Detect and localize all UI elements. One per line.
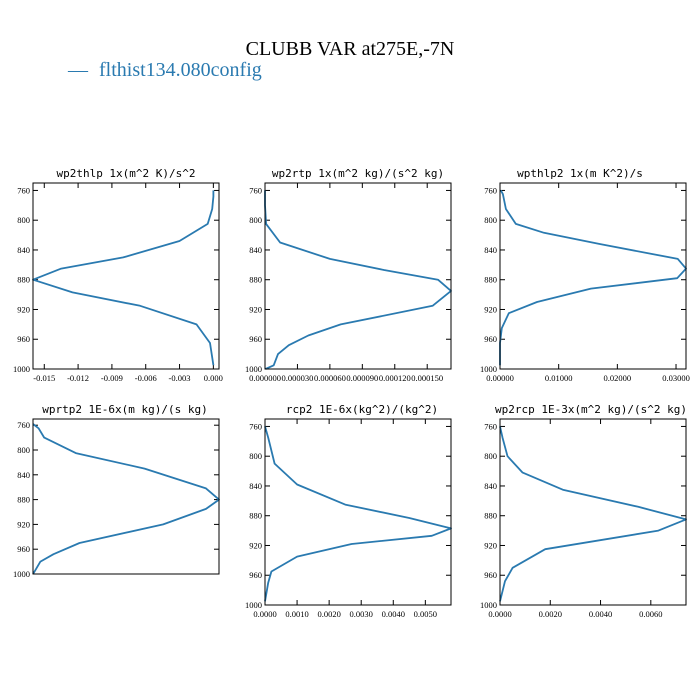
y-tick-label: 960 <box>17 544 30 554</box>
panel-title: wpthlp2 1x(m K^2)/s <box>517 167 643 180</box>
y-tick-label: 800 <box>249 451 262 461</box>
y-tick-label: 960 <box>484 570 497 580</box>
y-tick-label: 880 <box>484 511 497 521</box>
x-tick-label: 0.0040 <box>589 609 612 619</box>
y-tick-label: 920 <box>17 519 30 529</box>
x-tick-label: 0.0020 <box>317 609 340 619</box>
series-line <box>499 189 687 366</box>
y-tick-label: 920 <box>249 304 262 314</box>
x-tick-label: 0.0030 <box>350 609 373 619</box>
x-tick-label: -0.015 <box>33 373 55 383</box>
plot-frame <box>499 418 687 606</box>
x-tick-label: -0.009 <box>101 373 123 383</box>
x-tick-label: 0.000150 <box>411 373 443 383</box>
y-tick-label: 800 <box>484 451 497 461</box>
series-line <box>32 423 220 575</box>
y-tick-label: 1000 <box>480 364 497 374</box>
y-tick-label: 1000 <box>13 569 30 579</box>
y-tick-label: 960 <box>484 334 497 344</box>
x-tick-label: 0.00000 <box>486 373 514 383</box>
y-tick-label: 800 <box>249 215 262 225</box>
x-tick-label: 0.000030 <box>282 373 314 383</box>
y-tick-label: 920 <box>484 304 497 314</box>
series-line <box>499 426 687 602</box>
y-tick-label: 760 <box>249 421 262 431</box>
y-tick-label: 920 <box>17 304 30 314</box>
y-tick-label: 1000 <box>480 600 497 610</box>
plot-frame <box>32 418 220 575</box>
y-tick-label: 760 <box>17 185 30 195</box>
plot-frame <box>32 182 220 370</box>
y-tick-label: 840 <box>249 481 262 491</box>
y-tick-label: 760 <box>484 421 497 431</box>
x-tick-label: 0.02000 <box>604 373 632 383</box>
x-tick-label: 0.0020 <box>539 609 562 619</box>
y-tick-label: 1000 <box>245 600 262 610</box>
panel-4: wprtp2 1E-6x(m kg)/(s kg) 760 800 840 880 920… <box>13 403 220 579</box>
legend-label: flthist134.080config <box>99 59 262 81</box>
panel-5: rcp2 1E-6x(kg^2)/(kg^2) 760 800 840 880 920 96… <box>245 403 452 619</box>
panel-title: wp2rcp 1E-3x(m^2 kg)/(s^2 kg) <box>495 403 687 416</box>
figure-title: CLUBB VAR at275E,-7N <box>246 38 455 60</box>
x-tick-label: 0.0000 <box>253 609 276 619</box>
y-tick-label: 840 <box>17 470 30 480</box>
panel-2: wp2rtp 1x(m^2 kg)/(s^2 kg) 760 800 840 880 92… <box>245 167 452 383</box>
y-tick-label: 840 <box>484 481 497 491</box>
y-tick-label: 960 <box>17 334 30 344</box>
y-tick-label: 960 <box>249 570 262 580</box>
y-tick-label: 880 <box>17 495 30 505</box>
y-tick-label: 880 <box>249 511 262 521</box>
panel-1: wp2thlp 1x(m^2 K)/s^2 760 800 840 880 920 960 1… <box>13 167 223 383</box>
plot-frame <box>264 418 452 606</box>
y-tick-label: 800 <box>484 215 497 225</box>
x-tick-label: 0.000120 <box>379 373 411 383</box>
panel-title: rcp2 1E-6x(kg^2)/(kg^2) <box>286 403 438 416</box>
y-tick-label: 800 <box>17 445 30 455</box>
y-tick-label: 760 <box>249 185 262 195</box>
legend: — flthist134.080config <box>67 59 262 81</box>
x-tick-label: -0.006 <box>135 373 157 383</box>
y-tick-label: 960 <box>249 334 262 344</box>
y-tick-label: 1000 <box>13 364 30 374</box>
x-tick-label: 0.0050 <box>414 609 437 619</box>
y-tick-label: 880 <box>249 275 262 285</box>
x-tick-label: -0.003 <box>169 373 191 383</box>
y-tick-label: 840 <box>249 245 262 255</box>
x-tick-label: 0.0040 <box>382 609 405 619</box>
x-tick-label: 0.000090 <box>346 373 378 383</box>
panel-grid: wp2thlp 1x(m^2 K)/s^2 760 800 840 880 920 960 1… <box>13 167 690 619</box>
x-tick-label: 0.0000 <box>488 609 511 619</box>
series-line <box>264 426 452 602</box>
panel-title: wp2rtp 1x(m^2 kg)/(s^2 kg) <box>272 167 444 180</box>
plot-frame <box>264 182 452 370</box>
x-tick-label: 0.01000 <box>545 373 573 383</box>
legend-line-glyph: — <box>67 59 89 81</box>
y-tick-label: 1000 <box>245 364 262 374</box>
y-tick-label: 760 <box>484 185 497 195</box>
y-tick-label: 800 <box>17 215 30 225</box>
y-tick-label: 920 <box>484 540 497 550</box>
y-tick-label: 760 <box>17 420 30 430</box>
series-line <box>264 190 452 370</box>
y-tick-label: 880 <box>17 275 30 285</box>
y-tick-label: 840 <box>484 245 497 255</box>
plot-frame <box>499 182 687 370</box>
series-line <box>32 190 215 366</box>
x-tick-label: 0.0010 <box>285 609 308 619</box>
panel-3: wpthlp2 1x(m K^2)/s 760 800 840 880 920 960 100… <box>480 167 690 383</box>
y-tick-label: 840 <box>17 245 30 255</box>
panel-6: wp2rcp 1E-3x(m^2 kg)/(s^2 kg) 760 800 840 88… <box>480 403 687 619</box>
panel-title: wprtp2 1E-6x(m kg)/(s kg) <box>42 403 208 416</box>
x-tick-label: -0.012 <box>67 373 89 383</box>
y-tick-label: 920 <box>249 540 262 550</box>
y-tick-label: 880 <box>484 275 497 285</box>
x-tick-label: 0.0060 <box>639 609 662 619</box>
x-tick-label: 0.000060 <box>314 373 346 383</box>
x-tick-label: 0.000000 <box>249 373 281 383</box>
x-tick-label: 0.000 <box>204 373 223 383</box>
x-tick-label: 0.03000 <box>662 373 690 383</box>
panel-title: wp2thlp 1x(m^2 K)/s^2 <box>56 167 195 180</box>
